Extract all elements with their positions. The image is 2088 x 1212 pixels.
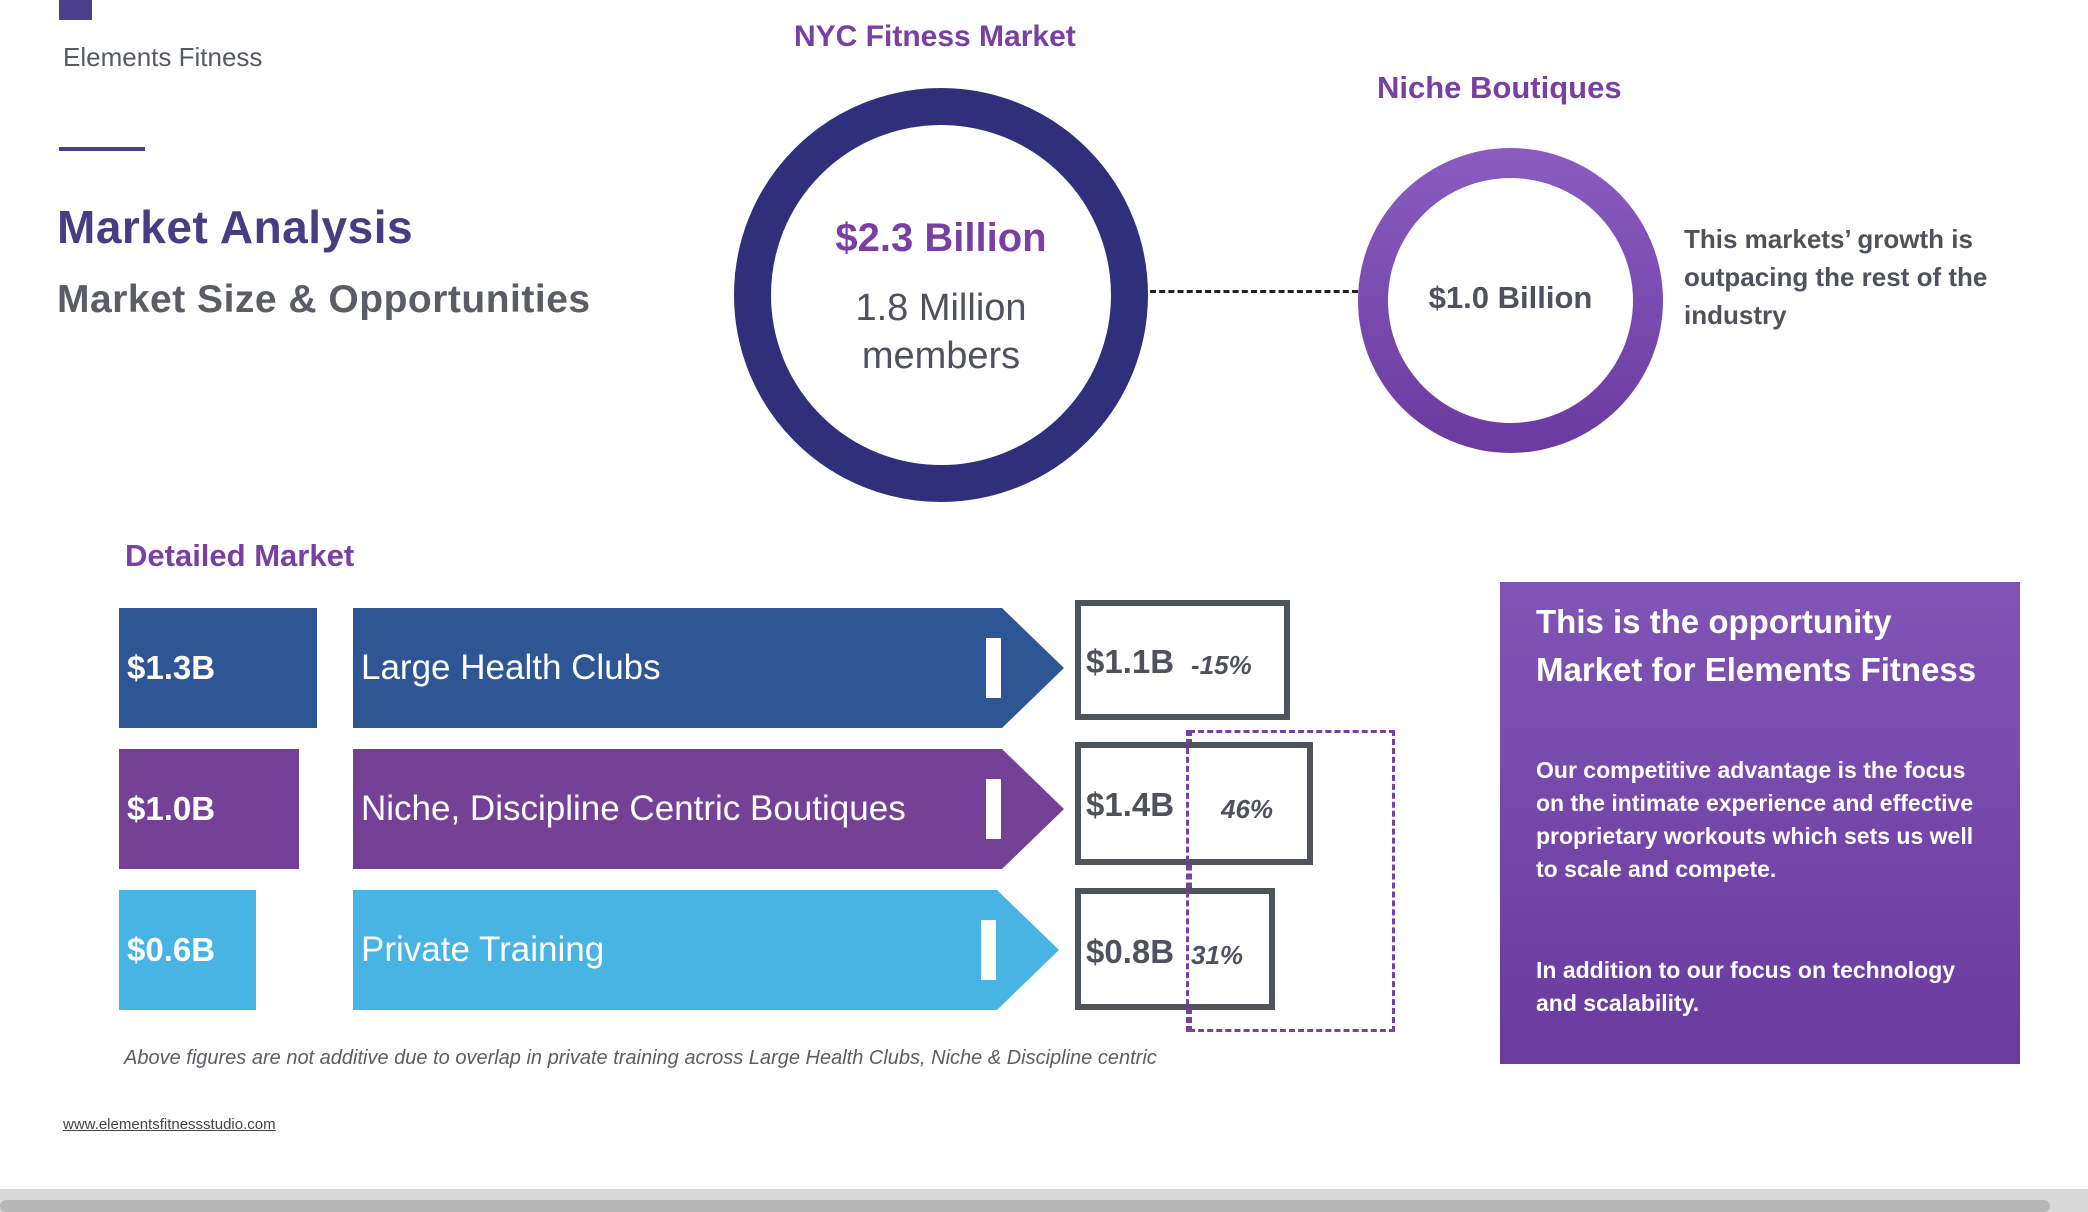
detailed-market-label: Detailed Market bbox=[125, 538, 355, 573]
niche-growth-note: This markets’ growth is outpacing the re… bbox=[1684, 224, 1988, 330]
opportunity-technology-text: In addition to our focus on technology a… bbox=[1536, 957, 1956, 1016]
row-2-projected-box bbox=[1075, 742, 1313, 865]
row-2-size: $1.0B bbox=[119, 749, 299, 869]
niche-value: $1.0 Billion bbox=[1428, 280, 1593, 315]
horizontal-scrollbar[interactable] bbox=[0, 1200, 2050, 1212]
opportunity-title: This is the opportunity Market for Eleme… bbox=[1536, 603, 1977, 688]
row-2-segment: Niche, Discipline Centric Boutiques bbox=[353, 749, 986, 869]
nyc-market-members: 1.8 Million members bbox=[734, 284, 1148, 380]
page-subtitle: Market Size & Opportunities bbox=[57, 278, 591, 321]
connector-dashed-line bbox=[1150, 290, 1358, 293]
row-1-segment: Large Health Clubs bbox=[353, 608, 986, 728]
detailed-market-footnote: Above figures are not additive due to ov… bbox=[124, 1047, 1157, 1069]
opportunity-panel bbox=[1500, 582, 2020, 1064]
nyc-market-value: $2.3 Billion bbox=[835, 216, 1047, 260]
page-title: Market Analysis bbox=[57, 201, 414, 253]
row-3-size: $0.6B bbox=[119, 890, 256, 1010]
members-line-2: members bbox=[861, 335, 1021, 377]
niche-ring-inner bbox=[1388, 178, 1633, 423]
row-1-size: $1.3B bbox=[119, 608, 317, 728]
brand-name: Elements Fitness bbox=[63, 42, 263, 72]
row-1-projected-value: $1.1B bbox=[1086, 643, 1175, 680]
row-1-arrow-head bbox=[985, 608, 1064, 728]
row-3-change: 31% bbox=[1191, 940, 1244, 970]
row-3-arrow-head bbox=[980, 890, 1059, 1010]
niche-boutiques-label: Niche Boutiques bbox=[1377, 70, 1622, 105]
row-1-projected-box bbox=[1075, 600, 1290, 720]
members-line-1: 1.8 Million bbox=[855, 287, 1027, 329]
row-3-projected-box bbox=[1075, 888, 1275, 1010]
brand-logo-mark bbox=[59, 0, 92, 20]
row-3-projected-value: $0.8B bbox=[1086, 933, 1175, 970]
row-3-segment: Private Training bbox=[353, 890, 981, 1010]
website-link[interactable]: www.elementsfitnessstudio.com bbox=[63, 1116, 276, 1133]
opportunity-advantage-text: Our competitive advantage is the focus o… bbox=[1536, 757, 1974, 882]
opportunity-dashed-outline bbox=[1189, 730, 1395, 1032]
row-2-projected-value: $1.4B bbox=[1086, 786, 1175, 823]
row-2-change: 46% bbox=[1221, 794, 1274, 824]
opportunity-dashed-divider bbox=[1186, 730, 1189, 1032]
row-2-arrow-head bbox=[985, 749, 1064, 869]
nyc-market-label: NYC Fitness Market bbox=[794, 20, 1076, 53]
title-divider bbox=[59, 147, 145, 151]
row-1-change: -15% bbox=[1191, 650, 1252, 680]
